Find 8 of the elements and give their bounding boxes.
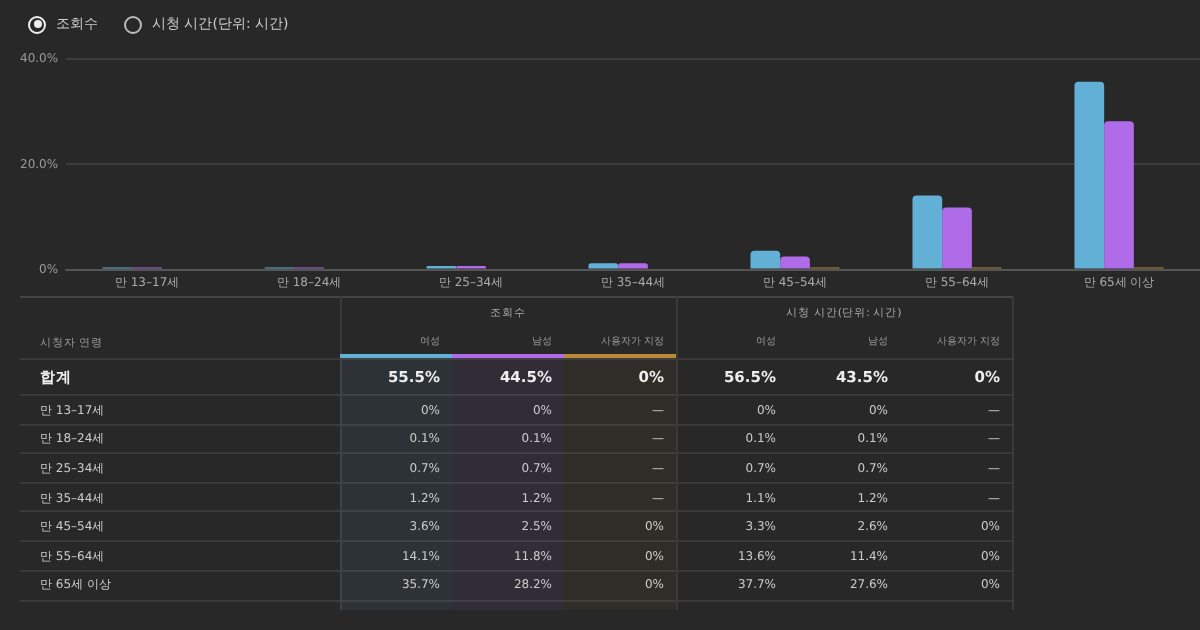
bar — [618, 263, 648, 269]
bar — [1104, 121, 1134, 269]
bar — [588, 263, 619, 269]
bar — [942, 207, 972, 269]
bar — [1074, 81, 1105, 269]
bar — [750, 250, 781, 269]
bar — [912, 195, 943, 269]
bar — [780, 256, 810, 269]
